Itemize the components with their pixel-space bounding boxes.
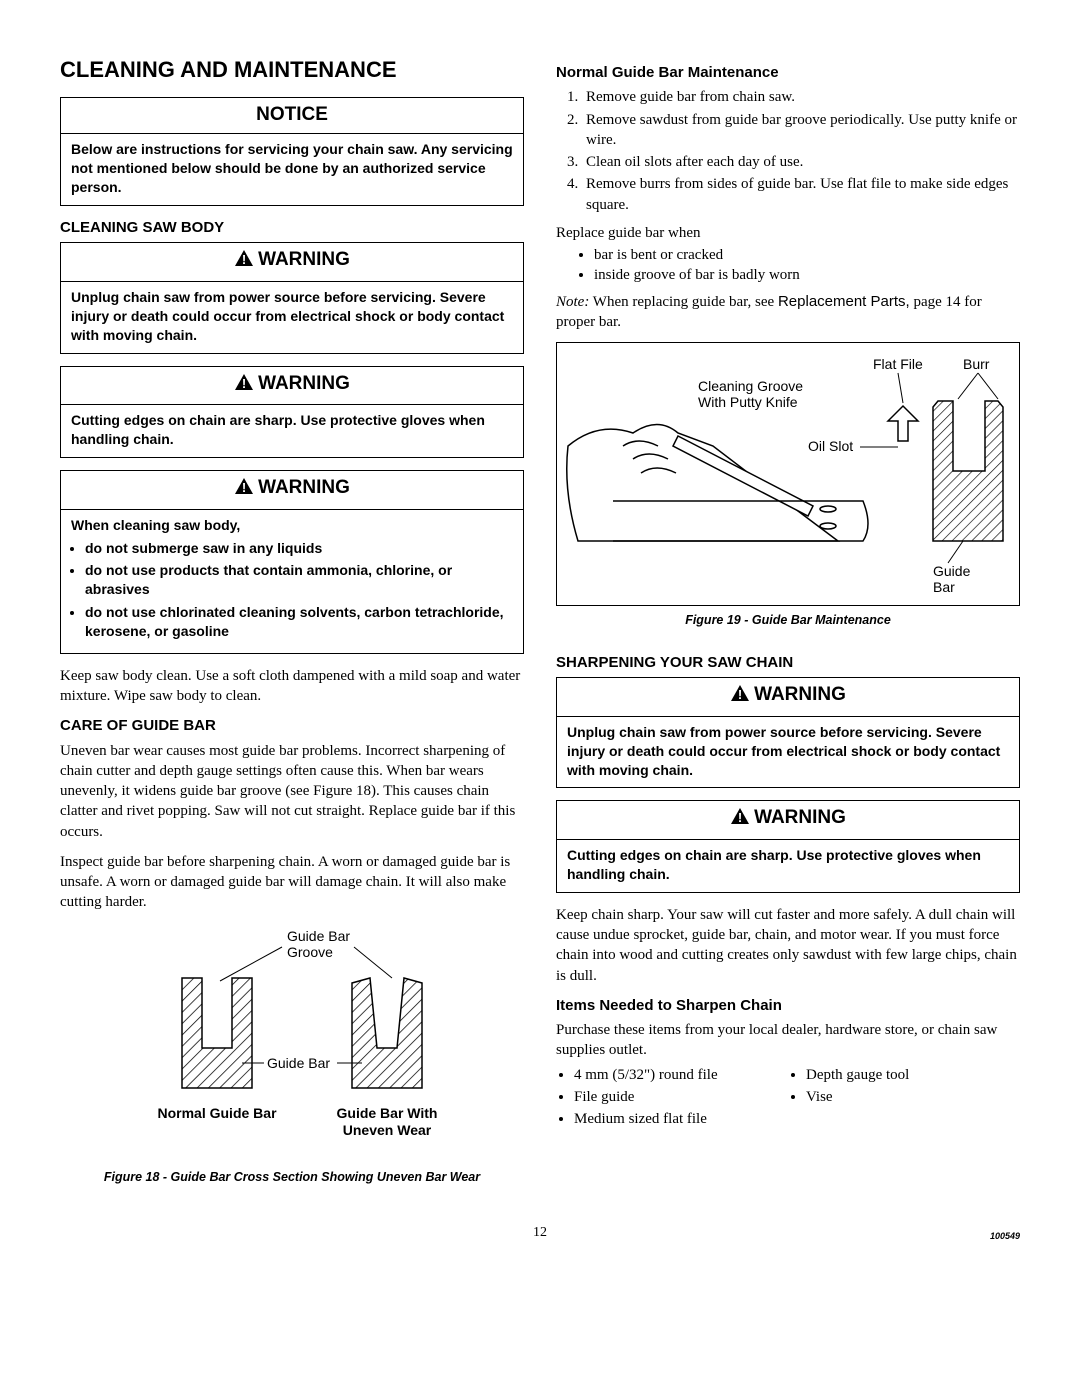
list-item: bar is bent or cracked [594,245,1020,265]
page-number: 12 [533,1225,547,1240]
svg-text:!: ! [242,480,246,495]
paragraph-uneven: Uneven bar wear causes most guide bar pr… [60,741,524,842]
warning-5-body: Cutting edges on chain are sharp. Use pr… [557,840,1019,892]
warning-2-body: Cutting edges on chain are sharp. Use pr… [61,405,523,457]
warning-1-body: Unplug chain saw from power source befor… [61,282,523,353]
list-item: Medium sized flat file [574,1109,788,1129]
warning-triangle-icon: ! [730,807,750,833]
figure-18-svg: Guide Bar Groove Guide Bar Normal Guide … [122,923,462,1163]
heading-cleaning-saw-body: CLEANING SAW BODY [60,218,524,238]
label-burr: Burr [963,356,990,372]
warning-5-title: ! WARNING [557,801,1019,840]
figure-19: Flat File Burr Cleaning Groove With Putt… [556,342,1020,606]
warning-1-title: ! WARNING [61,243,523,282]
paragraph-keep-sharp: Keep chain sharp. Your saw will cut fast… [556,905,1020,986]
list-item: inside groove of bar is badly worn [594,265,1020,285]
replace-list: bar is bent or cracked inside groove of … [594,245,1020,286]
heading-items-needed: Items Needed to Sharpen Chain [556,996,1020,1016]
items-list-right: Depth gauge tool Vise [806,1065,1020,1132]
document-number: 100549 [990,1230,1020,1242]
replace-intro: Replace guide bar when [556,223,1020,243]
maintenance-steps: Remove guide bar from chain saw. Remove … [582,87,1020,215]
warning-triangle-icon: ! [730,684,750,710]
list-item: 4 mm (5/32") round file [574,1065,788,1085]
warning-1-label: WARNING [258,249,350,270]
warning-triangle-icon: ! [234,477,254,503]
list-item: Remove sawdust from guide bar groove per… [582,110,1020,151]
list-item: File guide [574,1087,788,1107]
note-label: Note: [556,294,589,310]
warning-3-title: ! WARNING [61,471,523,510]
paragraph-inspect: Inspect guide bar before sharpening chai… [60,852,524,913]
label-oil-slot: Oil Slot [808,438,853,454]
label-flat-file: Flat File [873,356,923,372]
figure-18-caption: Figure 18 - Guide Bar Cross Section Show… [60,1169,524,1186]
warning-3-list: do not submerge saw in any liquids do no… [85,539,513,641]
items-list-left: 4 mm (5/32") round file File guide Mediu… [574,1065,788,1132]
list-item: Depth gauge tool [806,1065,1020,1085]
label-guide-bar-1: Guide [933,563,971,579]
warning-3-intro: When cleaning saw body, [71,516,513,535]
list-item: do not use chlorinated cleaning solvents… [85,603,513,641]
heading-sharpening: SHARPENING YOUR SAW CHAIN [556,653,1020,673]
label-clean-2: With Putty Knife [698,394,798,410]
warning-4-label: WARNING [754,684,846,705]
warning-box-5: ! WARNING Cutting edges on chain are sha… [556,800,1020,892]
warning-3-label: WARNING [258,477,350,498]
items-list: 4 mm (5/32") round file File guide Mediu… [556,1065,1020,1132]
warning-triangle-icon: ! [234,249,254,275]
right-column: Normal Guide Bar Maintenance Remove guid… [556,55,1020,1200]
warning-4-body: Unplug chain saw from power source befor… [557,717,1019,788]
notice-title: NOTICE [61,98,523,135]
list-item: do not submerge saw in any liquids [85,539,513,558]
note-link: Replacement Parts, [778,293,910,310]
notice-body: Below are instructions for servicing you… [61,134,523,205]
caption-normal: Normal Guide Bar [157,1105,277,1121]
warning-box-3: ! WARNING When cleaning saw body, do not… [60,470,524,654]
list-item: Vise [806,1087,1020,1107]
note-paragraph: Note: When replacing guide bar, see Repl… [556,292,1020,333]
heading-care-guide-bar: CARE OF GUIDE BAR [60,716,524,736]
warning-5-label: WARNING [754,807,846,828]
paragraph-purchase: Purchase these items from your local dea… [556,1020,1020,1061]
paragraph-keep-clean: Keep saw body clean. Use a soft cloth da… [60,666,524,707]
list-item: Remove guide bar from chain saw. [582,87,1020,107]
label-clean-1: Cleaning Groove [698,378,803,394]
page-columns: CLEANING AND MAINTENANCE NOTICE Below ar… [60,55,1020,1200]
caption-uneven-1: Guide Bar With [337,1105,438,1121]
warning-3-body: When cleaning saw body, do not submerge … [61,510,523,653]
left-column: CLEANING AND MAINTENANCE NOTICE Below ar… [60,55,524,1200]
list-item: Clean oil slots after each day of use. [582,152,1020,172]
warning-4-title: ! WARNING [557,678,1019,717]
figure-19-caption: Figure 19 - Guide Bar Maintenance [556,612,1020,629]
svg-text:!: ! [242,252,246,267]
warning-triangle-icon: ! [234,373,254,399]
warning-2-title: ! WARNING [61,367,523,406]
svg-text:!: ! [738,687,742,702]
warning-2-label: WARNING [258,373,350,394]
heading-normal-maintenance: Normal Guide Bar Maintenance [556,63,1020,83]
warning-box-2: ! WARNING Cutting edges on chain are sha… [60,366,524,458]
note-text-1: When replacing guide bar, see [589,294,778,310]
figure-19-svg: Flat File Burr Cleaning Groove With Putt… [563,351,1013,601]
label-guide-bar-2: Bar [933,579,955,595]
list-item: do not use products that contain ammonia… [85,561,513,599]
warning-box-4: ! WARNING Unplug chain saw from power so… [556,677,1020,788]
warning-box-1: ! WARNING Unplug chain saw from power so… [60,242,524,353]
svg-text:!: ! [242,376,246,391]
caption-uneven-2: Uneven Wear [343,1122,432,1138]
page-footer: 12 100549 [60,1224,1020,1243]
label-guide-bar: Guide Bar [267,1055,330,1071]
notice-box: NOTICE Below are instructions for servic… [60,97,524,206]
figure-18: Guide Bar Groove Guide Bar Normal Guide … [60,923,524,1186]
list-item: Remove burrs from sides of guide bar. Us… [582,174,1020,215]
page-title: CLEANING AND MAINTENANCE [60,55,524,85]
svg-text:!: ! [738,810,742,825]
label-groove-2: Groove [287,944,333,960]
label-groove: Guide Bar [287,928,350,944]
